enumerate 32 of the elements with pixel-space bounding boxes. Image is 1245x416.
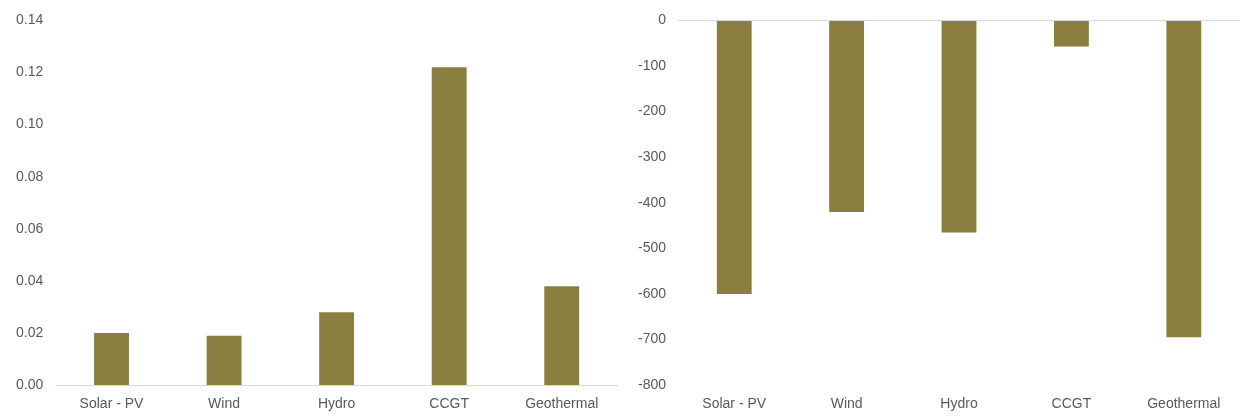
y-tick-label: 0.06 bbox=[16, 219, 44, 236]
x-tick-label: CCGT bbox=[429, 395, 470, 412]
y-tick-label: 0.12 bbox=[16, 63, 44, 80]
y-tick-label: -400 bbox=[637, 193, 667, 210]
y-tick-label: -300 bbox=[637, 148, 667, 165]
x-tick-label: Solar - PV bbox=[79, 395, 145, 412]
y-tick-label: 0.08 bbox=[16, 167, 44, 184]
x-tick-label: Geothermal bbox=[525, 395, 599, 412]
y-tick-label: -100 bbox=[637, 56, 667, 73]
bar bbox=[94, 333, 129, 386]
y-tick-label: -800 bbox=[637, 376, 667, 393]
bar bbox=[206, 335, 242, 386]
y-tick-label: -200 bbox=[637, 102, 667, 119]
x-tick-label: Solar - PV bbox=[702, 395, 767, 412]
x-tick-label: Geothermal bbox=[1147, 395, 1221, 412]
y-tick-label: 0.04 bbox=[16, 271, 44, 288]
x-tick-label: Wind bbox=[208, 395, 241, 412]
y-tick-label: -700 bbox=[637, 330, 667, 347]
x-tick-label: Hydro bbox=[940, 395, 978, 412]
bar bbox=[431, 67, 467, 386]
x-tick-label: Wind bbox=[830, 395, 863, 412]
x-tick-label: CCGT bbox=[1051, 395, 1092, 412]
y-tick-label: 0 bbox=[658, 11, 667, 28]
y-tick-label: 0.10 bbox=[16, 115, 44, 132]
y-tick-label: -600 bbox=[637, 284, 667, 301]
bar bbox=[319, 312, 355, 386]
y-tick-label: 0.00 bbox=[16, 376, 44, 393]
bar bbox=[544, 286, 580, 386]
x-tick-label: Hydro bbox=[317, 395, 356, 412]
y-tick-label: 0.02 bbox=[16, 323, 44, 340]
y-tick-label: -500 bbox=[637, 239, 667, 256]
y-tick-label: 0.14 bbox=[16, 11, 44, 28]
